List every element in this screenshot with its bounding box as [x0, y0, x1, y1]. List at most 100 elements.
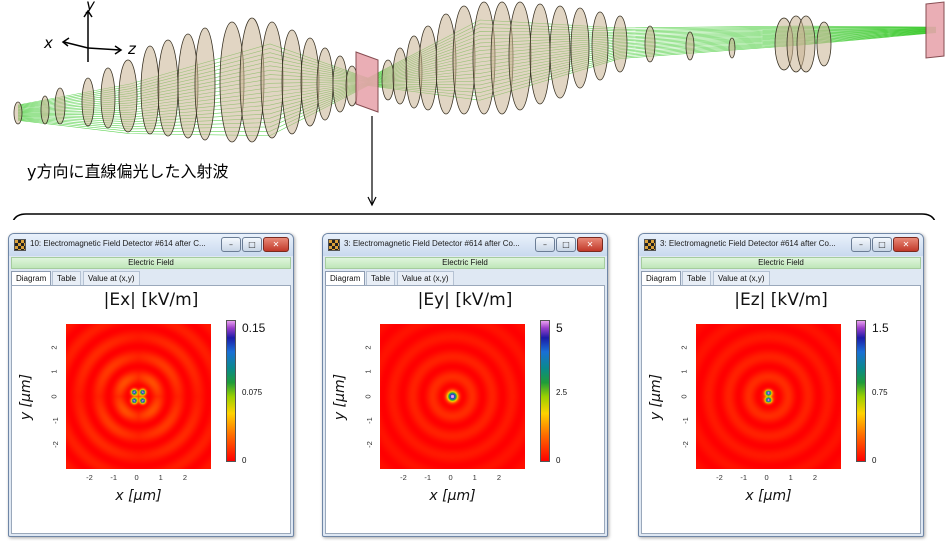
close-button[interactable]: ✕ [263, 237, 289, 252]
minimize-button[interactable]: – [851, 237, 871, 252]
lens-element [13, 101, 23, 125]
colorbar [540, 320, 550, 462]
app-icon [14, 239, 26, 251]
x-tick-label: -1 [740, 473, 747, 482]
lens-element [54, 87, 66, 125]
close-button[interactable]: ✕ [893, 237, 919, 252]
x-tick-label: 1 [158, 473, 163, 482]
x-tick-label: -2 [86, 473, 93, 482]
lens-element [591, 11, 609, 81]
tab-table[interactable]: Table [52, 271, 82, 285]
lens-element [728, 37, 736, 59]
lens-element [570, 7, 590, 89]
lens-element [316, 47, 334, 121]
field-intensity-map[interactable] [696, 324, 841, 469]
lens-element [194, 27, 216, 141]
y-tick-label: 0 [49, 393, 59, 399]
y-tick-label: 2 [679, 345, 689, 350]
y-tick-label: -2 [50, 440, 60, 448]
diagram-panel: |Ez| [kV/m] 1.5 0.75 0 x [μm] y [μm] -2 -… [641, 285, 921, 534]
window-titlebar[interactable]: 3: Electromagnetic Field Detector #614 a… [639, 234, 923, 256]
lens-element [508, 1, 532, 111]
colorbar-min-label: 0 [556, 456, 561, 465]
tab-table[interactable]: Table [682, 271, 712, 285]
lens-element [685, 31, 695, 61]
tab-strip: Diagram Table Value at (x,y) [325, 271, 605, 286]
lens-element [549, 5, 571, 99]
tab-strip: Diagram Table Value at (x,y) [11, 271, 291, 286]
y-tick-label: -1 [680, 416, 690, 424]
x-tick-label: 0 [764, 473, 769, 482]
x-axis-label: x [μm] [429, 488, 476, 504]
x-tick-label: 1 [788, 473, 793, 482]
tab-value-at-xy[interactable]: Value at (x,y) [713, 271, 770, 285]
grouping-brace [12, 213, 936, 220]
field-intensity-map[interactable] [66, 324, 211, 469]
y-tick-label: 2 [49, 345, 59, 350]
lens-element [81, 77, 95, 127]
app-icon [328, 239, 340, 251]
window-title: 3: Electromagnetic Field Detector #614 a… [344, 239, 520, 248]
maximize-button[interactable]: □ [242, 237, 262, 252]
lens-element [392, 47, 408, 105]
lens-element [239, 17, 265, 143]
field-detector-window-ey[interactable]: 3: Electromagnetic Field Detector #614 a… [322, 233, 608, 537]
colorbar-max-label: 0.15 [242, 321, 266, 335]
tab-diagram[interactable]: Diagram [325, 271, 366, 286]
lens-element [300, 37, 320, 127]
window-titlebar[interactable]: 3: Electromagnetic Field Detector #614 a… [323, 234, 607, 256]
x-tick-label: 2 [812, 473, 817, 482]
y-axis-label: y [μm] [18, 373, 34, 421]
y-tick-label: 0 [679, 393, 689, 399]
optical-system-diagram [12, 1, 945, 220]
x-tick-label: -2 [716, 473, 723, 482]
lens-element [529, 3, 551, 105]
tab-value-at-xy[interactable]: Value at (x,y) [397, 271, 454, 285]
y-tick-label: -2 [364, 440, 374, 448]
window-title: 3: Electromagnetic Field Detector #614 a… [660, 239, 836, 248]
lens-element [281, 29, 303, 135]
lens-element [452, 5, 476, 115]
tab-value-at-xy[interactable]: Value at (x,y) [83, 271, 140, 285]
x-axis-label: x [μm] [745, 488, 792, 504]
x-tick-label: -2 [400, 473, 407, 482]
axis-label-z: z [128, 40, 136, 58]
tab-strip: Diagram Table Value at (x,y) [641, 271, 921, 286]
field-detector-window-ez[interactable]: 3: Electromagnetic Field Detector #614 a… [638, 233, 924, 537]
field-intensity-map[interactable] [380, 324, 525, 469]
y-tick-label: -1 [50, 416, 60, 424]
tab-diagram[interactable]: Diagram [11, 271, 52, 286]
tab-diagram[interactable]: Diagram [641, 271, 682, 286]
x-axis-label: x [μm] [115, 488, 162, 504]
plot-title: |Ey| [kV/m] [417, 290, 513, 310]
tab-table[interactable]: Table [366, 271, 396, 285]
colorbar-mid-label: 0.75 [872, 388, 888, 397]
lens-element [381, 59, 395, 101]
coordinate-axes-icon [61, 9, 123, 62]
lens-element [644, 25, 656, 63]
axis-label-x: x [44, 34, 53, 52]
y-tick-label: -2 [680, 440, 690, 448]
x-tick-label: 2 [182, 473, 187, 482]
lens-element [118, 59, 138, 133]
plot-title: |Ex| [kV/m] [103, 290, 199, 310]
colorbar-min-label: 0 [242, 456, 247, 465]
lens-element [612, 15, 628, 73]
window-titlebar[interactable]: 10: Electromagnetic Field Detector #614 … [9, 234, 293, 256]
maximize-button[interactable]: □ [556, 237, 576, 252]
x-tick-label: 2 [496, 473, 501, 482]
lens-element [418, 25, 438, 111]
lens-element [157, 39, 179, 137]
field-type-band: Electric Field [641, 257, 921, 269]
x-tick-label: -1 [424, 473, 431, 482]
field-type-band: Electric Field [325, 257, 605, 269]
x-tick-label: 1 [472, 473, 477, 482]
maximize-button[interactable]: □ [872, 237, 892, 252]
close-button[interactable]: ✕ [577, 237, 603, 252]
minimize-button[interactable]: – [535, 237, 555, 252]
y-tick-label: 1 [49, 369, 59, 374]
field-detector-window-ex[interactable]: 10: Electromagnetic Field Detector #614 … [8, 233, 294, 537]
diagram-panel: |Ex| [kV/m] 0.15 0.075 0 x [μm] y [μm] -… [11, 285, 291, 534]
minimize-button[interactable]: – [221, 237, 241, 252]
lens-element [796, 15, 816, 73]
